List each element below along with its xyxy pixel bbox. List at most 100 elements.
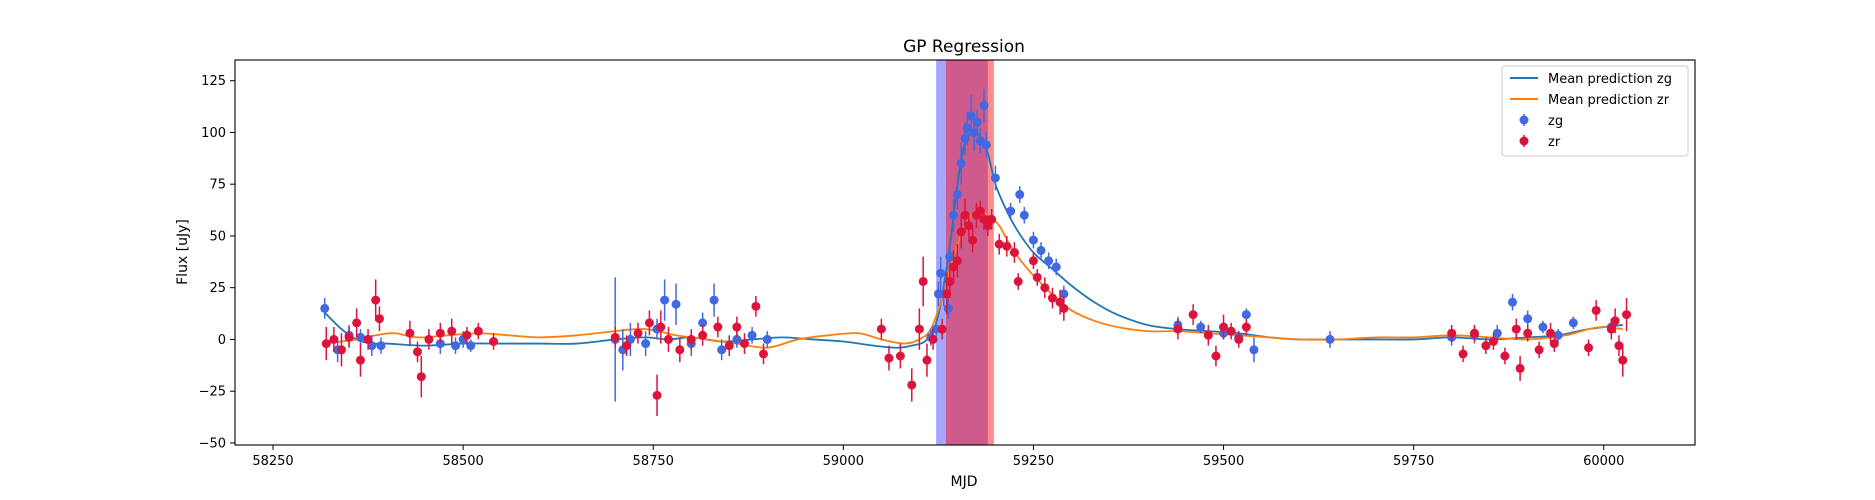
zr-point: [663, 334, 673, 344]
zr-point: [405, 328, 415, 338]
zr-point: [1203, 330, 1213, 340]
zr-point: [1618, 355, 1628, 365]
zr-point: [1500, 351, 1510, 361]
zr-point: [344, 332, 354, 342]
zg-point: [1196, 322, 1206, 332]
zr-point: [610, 332, 620, 342]
y-axis-ticks: −50 −25 0 25 50 75 100 125: [199, 74, 235, 451]
zr-point: [1188, 310, 1198, 320]
zr-point: [937, 324, 947, 334]
zr-point: [652, 390, 662, 400]
zg-point: [979, 101, 989, 111]
y-tick-label: 50: [209, 229, 226, 244]
legend-label: zg: [1548, 114, 1563, 129]
legend: Mean prediction zg Mean prediction zr zg zr: [1501, 65, 1689, 157]
zr-point: [928, 334, 938, 344]
zg-point: [960, 134, 970, 144]
zg-point: [972, 117, 982, 127]
zg-point: [762, 334, 772, 344]
zr-point: [713, 322, 723, 332]
zr-point: [622, 341, 632, 351]
zr-point: [907, 380, 917, 390]
zr-point: [884, 353, 894, 363]
zr-point: [1028, 256, 1038, 266]
zg-point: [1028, 235, 1038, 245]
zr-point: [1234, 334, 1244, 344]
zr-point: [1447, 328, 1457, 338]
zg-point: [943, 303, 953, 313]
zg-point: [451, 341, 461, 351]
x-tick-label: 59000: [823, 454, 864, 469]
zr-point: [968, 235, 978, 245]
zr-point: [918, 276, 928, 286]
zr-point: [1173, 324, 1183, 334]
zr-point: [1458, 349, 1468, 359]
zr-point: [473, 326, 483, 336]
x-tick-label: 58250: [252, 454, 293, 469]
zg-point: [1241, 310, 1251, 320]
zg-point: [1044, 256, 1054, 266]
zg-point: [671, 299, 681, 309]
zg-point: [1538, 322, 1548, 332]
zr-point: [942, 289, 952, 299]
y-tick-label: 0: [218, 333, 226, 348]
zr-point: [1481, 341, 1491, 351]
x-tick-label: 60000: [1583, 454, 1624, 469]
x-tick-label: 59750: [1393, 454, 1434, 469]
zr-point: [1219, 322, 1229, 332]
zr-point: [644, 318, 654, 328]
shaded-regions: [936, 60, 994, 445]
zg-point: [949, 210, 959, 220]
zr-point: [1606, 324, 1616, 334]
zg-point: [1523, 314, 1533, 324]
zr-point: [1040, 283, 1050, 293]
zr-point: [751, 301, 761, 311]
x-tick-label: 58750: [633, 454, 674, 469]
zg-point: [1006, 206, 1016, 216]
legend-marker-swatch: [1519, 136, 1529, 146]
zr-point: [758, 349, 768, 359]
zg-point: [952, 190, 962, 200]
zr-point: [1226, 326, 1236, 336]
zr-point: [960, 210, 970, 220]
zr-point: [1546, 328, 1556, 338]
zr-point: [633, 328, 643, 338]
zr-point: [352, 318, 362, 328]
zg-point: [1568, 318, 1578, 328]
zr-point: [1032, 272, 1042, 282]
zg-point: [376, 341, 386, 351]
zr-point: [964, 221, 974, 231]
zg-point: [641, 339, 651, 349]
zr-point: [675, 345, 685, 355]
zr-point: [374, 314, 384, 324]
zg-point: [355, 332, 365, 342]
zg-point: [981, 140, 991, 150]
zr-point: [1584, 343, 1594, 353]
zr-point: [732, 322, 742, 332]
zg-point: [1059, 289, 1069, 299]
zr-point: [956, 227, 966, 237]
legend-marker-swatch: [1519, 115, 1529, 125]
chart-title: GP Regression: [903, 37, 1025, 57]
zr-point: [435, 328, 445, 338]
zr-point: [336, 345, 346, 355]
zr-point: [987, 214, 997, 224]
zr-point: [698, 330, 708, 340]
x-axis-ticks: 58250 58500 58750 59000 59250 59500 59750 60000: [252, 445, 1624, 469]
zr-point: [1511, 324, 1521, 334]
zg-point: [709, 295, 719, 305]
zr-point: [413, 347, 422, 357]
zr-point: [489, 337, 499, 347]
zg-point: [320, 303, 330, 313]
legend-label: Mean prediction zr: [1548, 93, 1670, 108]
zr-observations: [321, 198, 1632, 417]
zr-point: [1523, 328, 1533, 338]
zr-point: [1515, 363, 1525, 373]
x-axis-label: MJD: [951, 474, 978, 490]
zg-point: [962, 123, 972, 133]
zg-point: [1015, 190, 1025, 200]
x-tick-label: 58500: [442, 454, 483, 469]
zg-point: [990, 173, 1000, 183]
zg-point: [1036, 245, 1046, 255]
